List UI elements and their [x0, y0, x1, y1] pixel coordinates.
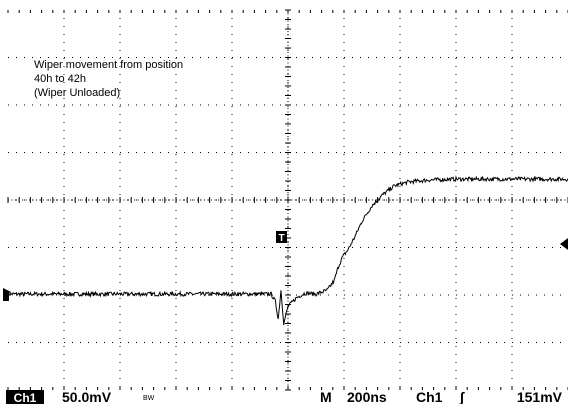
waveform-trace — [7, 175, 568, 326]
ground-level-marker — [3, 288, 11, 301]
channel-box — [6, 390, 44, 404]
status-bar: Ch1 50.0mV BW M 200ns Ch1 ∫ 151mV — [6, 389, 563, 404]
trigger-position-marker: T — [276, 231, 287, 244]
trigger-marker-box — [276, 231, 287, 243]
annotation-line-2: 40h to 42h — [34, 73, 86, 85]
bandwidth-limit-mark: BW — [143, 395, 155, 402]
timebase-readout: 200ns — [347, 389, 387, 404]
graticule-grid — [7, 9, 568, 391]
timebase-prefix: M — [320, 389, 332, 404]
volts-per-div-readout: 50.0mV — [62, 389, 112, 404]
ground-marker-stem — [3, 291, 9, 301]
trigger-slope-icon: ∫ — [459, 389, 465, 404]
trigger-source-readout: Ch1 — [416, 389, 443, 404]
annotation-line-3: (Wiper Unloaded) — [34, 87, 120, 99]
channel-label: Ch1 — [14, 391, 37, 404]
trigger-level-arrow — [560, 238, 568, 250]
trace-line — [7, 175, 568, 326]
annotation-text-block: Wiper movement from position 40h to 42h … — [34, 59, 183, 99]
trigger-level-readout: 151mV — [517, 389, 563, 404]
annotation-line-1: Wiper movement from position — [34, 59, 183, 71]
trigger-marker-label: T — [278, 233, 284, 244]
